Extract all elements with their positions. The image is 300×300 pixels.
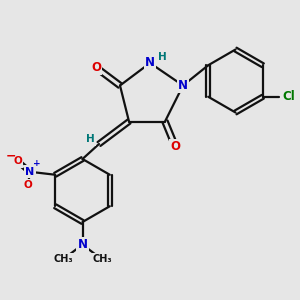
- Text: H: H: [85, 134, 94, 145]
- Text: O: O: [24, 180, 33, 190]
- Text: H: H: [158, 52, 167, 62]
- Text: O: O: [170, 140, 181, 154]
- Text: O: O: [91, 61, 101, 74]
- Text: −: −: [6, 149, 16, 162]
- Text: CH₃: CH₃: [92, 254, 112, 265]
- Text: N: N: [145, 56, 155, 70]
- Text: CH₃: CH₃: [53, 254, 73, 265]
- Text: Cl: Cl: [282, 90, 295, 103]
- Text: N: N: [178, 79, 188, 92]
- Text: +: +: [32, 159, 40, 168]
- Text: N: N: [77, 238, 88, 251]
- Text: O: O: [13, 156, 22, 166]
- Text: N: N: [25, 167, 34, 177]
